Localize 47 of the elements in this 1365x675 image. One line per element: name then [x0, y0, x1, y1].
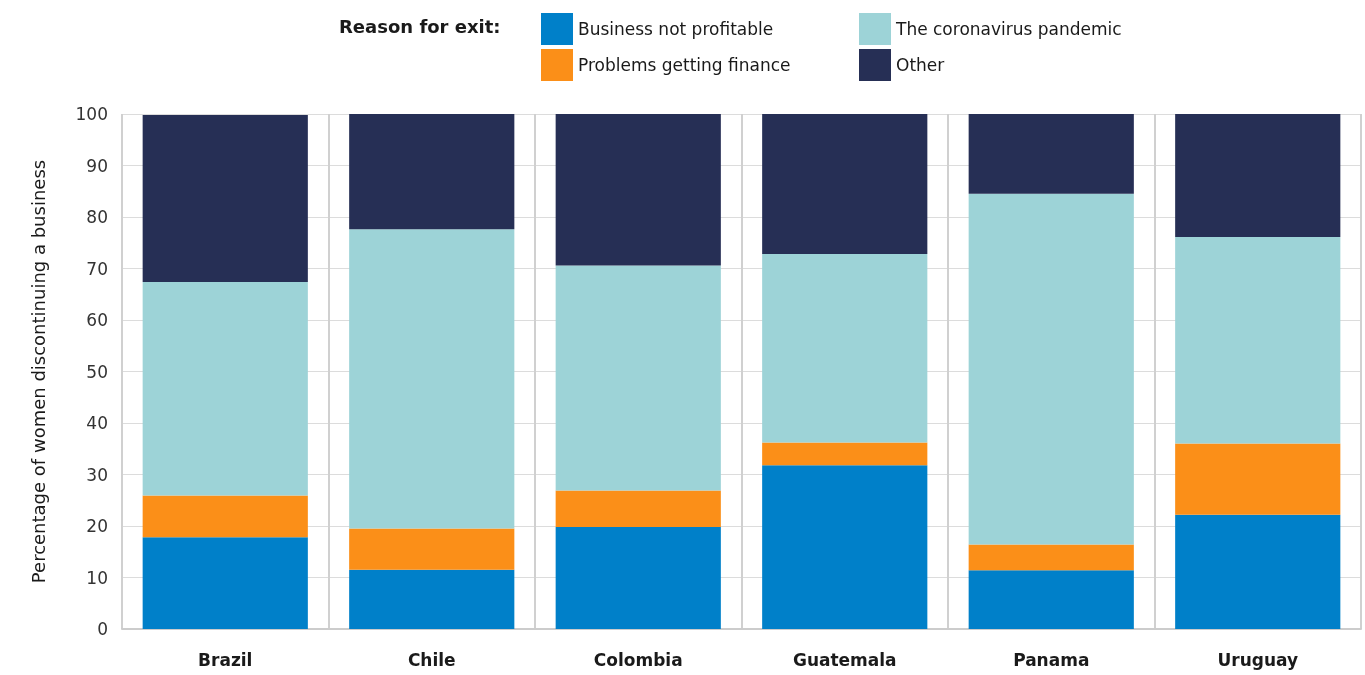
y-tick-label: 30 — [86, 464, 108, 485]
bar — [968, 193, 1134, 545]
y-tick-label: 50 — [86, 361, 108, 382]
x-tick-label: Brazil — [198, 649, 253, 670]
legend-label: Problems getting finance — [578, 55, 791, 75]
bar — [968, 570, 1134, 629]
y-tick-label: 100 — [75, 104, 108, 124]
bar — [349, 229, 515, 529]
y-tick-label: 20 — [86, 516, 108, 536]
x-tick-label: Panama — [1013, 649, 1090, 670]
bar — [142, 281, 308, 496]
x-tick-label: Chile — [407, 649, 456, 670]
bar — [762, 254, 928, 443]
x-tick-label: Colombia — [593, 649, 683, 670]
bar — [968, 114, 1134, 194]
y-tick-label: 60 — [86, 310, 108, 330]
bar — [762, 465, 928, 629]
y-tick-label: 90 — [86, 155, 108, 176]
bar — [1175, 114, 1341, 238]
y-tick-label: 0 — [97, 619, 108, 639]
y-tick-label: 80 — [86, 207, 108, 227]
bar — [142, 495, 308, 538]
bar — [555, 265, 721, 491]
legend-label: Other — [896, 55, 945, 75]
bar — [555, 527, 721, 629]
bar — [349, 569, 515, 629]
bar — [349, 114, 515, 230]
bar — [762, 114, 928, 255]
legend-label: The coronavirus pandemic — [895, 19, 1122, 39]
y-tick-label: 10 — [86, 567, 108, 588]
bar — [349, 528, 515, 570]
bar — [1175, 443, 1341, 515]
x-tick-label: Uruguay — [1217, 649, 1299, 670]
legend-label: Business not profitable — [578, 19, 774, 39]
bar — [142, 537, 308, 629]
legend-title: Reason for exit: — [339, 15, 501, 37]
bar — [555, 490, 721, 528]
bar — [762, 442, 928, 466]
y-tick-label: 70 — [86, 258, 108, 279]
bar — [1175, 237, 1341, 444]
bar — [1175, 514, 1341, 629]
y-tick-label: 40 — [86, 413, 108, 433]
x-tick-label: Guatemala — [792, 649, 897, 670]
bar — [555, 114, 721, 266]
bar — [142, 115, 308, 282]
bar — [968, 544, 1134, 571]
y-axis-title: Percentage of women discontinuing a business — [27, 159, 49, 584]
